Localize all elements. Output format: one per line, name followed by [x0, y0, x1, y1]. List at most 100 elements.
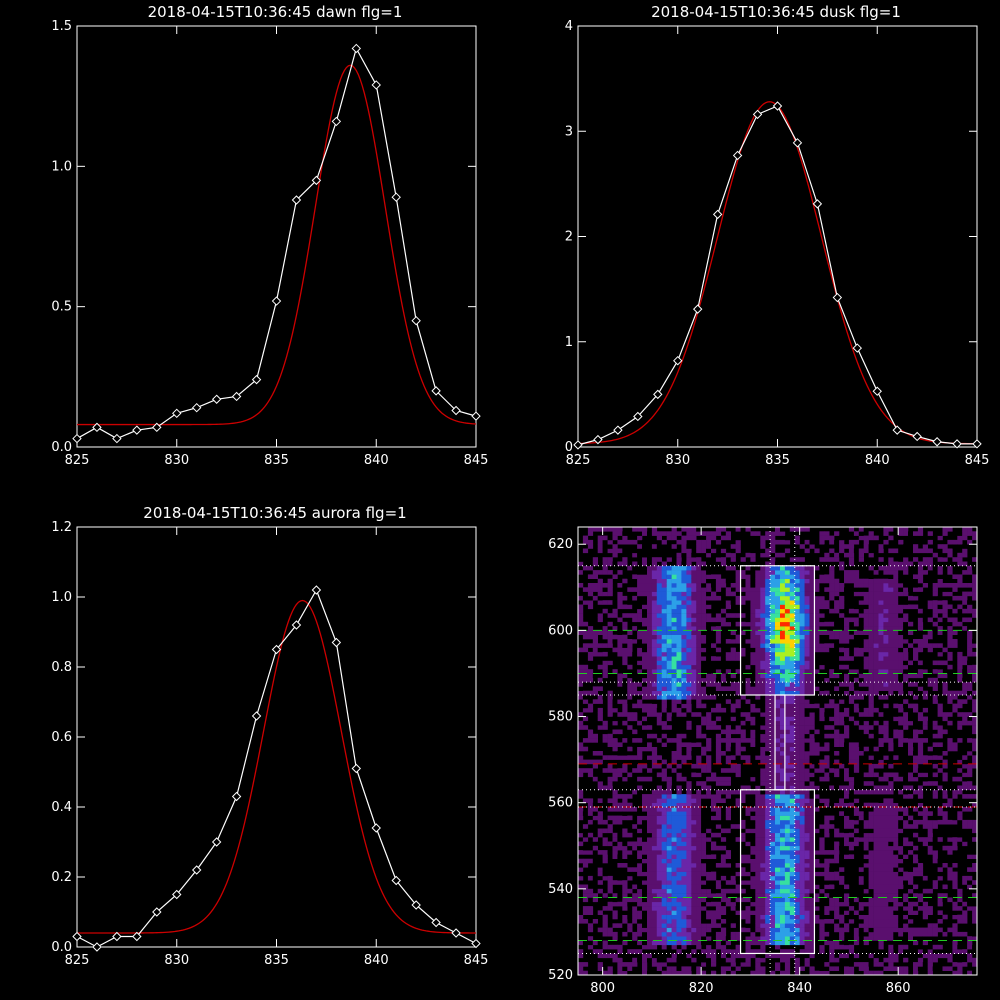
- heatmap-cell: [809, 746, 815, 752]
- heatmap-cell: [656, 927, 662, 933]
- dawn-xtick-label: 825: [65, 453, 90, 468]
- aurora-data-point: [231, 791, 242, 802]
- heatmap-cell: [775, 725, 781, 730]
- heatmap-cell: [612, 738, 618, 743]
- heatmap-cell: [750, 854, 756, 859]
- heatmap-cell: [701, 587, 707, 592]
- heatmap-cell: [819, 919, 825, 924]
- heatmap-cell: [804, 565, 810, 571]
- heatmap-cell: [651, 647, 658, 653]
- heatmap-cell: [637, 578, 643, 584]
- heatmap-cell: [873, 656, 879, 661]
- heatmap-cell: [844, 824, 850, 829]
- heatmap-cell: [794, 936, 800, 941]
- heatmap-cell: [789, 527, 795, 532]
- heatmap-cell: [740, 785, 746, 791]
- heatmap-cell: [661, 595, 667, 601]
- heatmap-cell: [824, 910, 830, 915]
- heatmap-cell: [863, 893, 869, 898]
- heatmap-cell: [868, 884, 874, 890]
- heatmap-cell: [873, 850, 879, 855]
- heatmap-cell: [715, 751, 722, 756]
- heatmap-cell: [706, 725, 712, 730]
- heatmap-cell: [794, 871, 800, 877]
- heatmap-cell: [686, 690, 692, 696]
- heatmap-cell: [868, 595, 874, 601]
- heatmap-cell: [775, 746, 781, 752]
- heatmap-cell: [661, 617, 667, 623]
- heatmap-cell: [637, 824, 643, 829]
- heatmap-cell: [794, 867, 800, 872]
- heatmap-cell: [661, 858, 667, 864]
- heatmap-cell: [671, 863, 677, 868]
- heatmap-cell: [696, 591, 702, 597]
- heatmap-cell: [578, 914, 584, 920]
- heatmap-cell: [671, 548, 677, 554]
- heatmap-cell: [656, 815, 662, 821]
- heatmap-cell: [637, 656, 643, 661]
- heatmap-cell: [883, 936, 889, 941]
- heatmap-cell: [711, 699, 717, 704]
- heatmap-cell: [794, 789, 800, 795]
- heatmap-cell: [696, 583, 702, 588]
- heatmap-cell: [760, 539, 766, 545]
- heatmap-cell: [853, 910, 860, 915]
- heatmap-cell: [622, 643, 628, 648]
- heatmap-cell: [809, 751, 815, 756]
- heatmap-cell: [839, 742, 845, 747]
- heatmap-cell: [794, 880, 800, 885]
- heatmap-cell: [834, 906, 840, 911]
- heatmap-cell: [760, 669, 766, 674]
- heatmap-cell: [794, 578, 800, 584]
- heatmap-cell: [676, 763, 682, 769]
- heatmap-cell: [868, 591, 874, 597]
- heatmap-cell: [602, 742, 608, 747]
- heatmap-cell: [794, 703, 800, 709]
- heatmap-cell: [632, 772, 638, 778]
- heatmap-cell: [597, 871, 603, 877]
- heatmap-cell: [651, 867, 658, 872]
- heatmap-cell: [789, 677, 795, 683]
- heatmap-cell: [617, 742, 623, 747]
- heatmap-cell: [730, 729, 736, 735]
- heatmap-cell: [701, 660, 707, 666]
- heatmap-cell: [720, 880, 727, 885]
- heatmap-cell: [671, 673, 677, 679]
- heatmap-cell: [799, 832, 805, 838]
- heatmap-cell: [676, 837, 682, 842]
- heatmap-cell: [745, 789, 751, 795]
- heatmap-cell: [780, 957, 786, 963]
- heatmap-cell: [745, 807, 751, 812]
- heatmap-cell: [784, 875, 791, 881]
- heatmap-cell: [789, 647, 795, 653]
- heatmap-cell: [775, 570, 781, 575]
- heatmap-cell: [804, 738, 810, 743]
- heatmap-cell: [775, 527, 781, 532]
- heatmap-cell: [686, 712, 692, 717]
- heatmap-cell: [873, 763, 879, 769]
- heatmap-cell: [587, 634, 594, 640]
- heatmap-cell: [775, 824, 781, 829]
- heatmap-cell: [789, 557, 795, 562]
- heatmap-cell: [809, 970, 815, 976]
- heatmap-cell: [794, 828, 800, 834]
- heatmap-cell: [666, 893, 672, 898]
- heatmap-cell: [602, 656, 608, 661]
- heatmap-cell: [824, 742, 830, 747]
- heatmap-cell: [853, 548, 860, 554]
- heatmap-cell: [622, 854, 628, 859]
- heatmap-cell: [715, 660, 722, 666]
- heatmap-cell: [883, 703, 889, 709]
- heatmap-cell: [760, 570, 766, 575]
- heatmap-cell: [592, 845, 598, 851]
- heatmap-cell: [848, 841, 855, 847]
- heatmap-cell: [706, 957, 712, 963]
- heatmap-cell: [878, 570, 884, 575]
- heatmap-cell: [676, 910, 682, 915]
- heatmap-cell: [711, 893, 717, 898]
- heatmap-cell: [735, 574, 741, 579]
- heatmap-cell: [789, 841, 795, 847]
- heatmap-cell: [784, 863, 791, 868]
- heatmap-cell: [863, 875, 869, 881]
- heatmap-cell: [676, 755, 682, 760]
